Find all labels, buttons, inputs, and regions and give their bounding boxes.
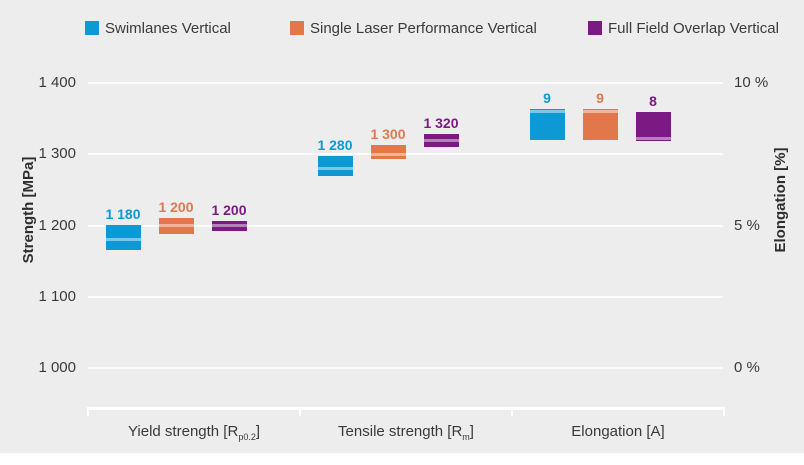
bar-mean-line <box>635 137 671 141</box>
x-axis-tick <box>511 407 513 416</box>
x-axis-tick <box>299 407 301 416</box>
legend-swatch-blue-icon <box>85 21 99 35</box>
data-bar-full-cat1 <box>211 220 247 232</box>
right-axis-tick-label: 10 % <box>734 74 769 91</box>
bar-value-label: 1 280 <box>317 137 353 154</box>
bar-value-label: 9 <box>543 89 551 106</box>
legend-label-single-laser: Single Laser Performance Vertical <box>310 19 537 37</box>
x-axis-line <box>88 407 724 410</box>
bar-value-label: 1 300 <box>370 125 406 142</box>
left-axis-tick-label: 1 300 <box>38 145 76 163</box>
x-category-label: Elongation [A] <box>571 423 665 440</box>
bar-mean-line <box>423 138 459 142</box>
data-bar-single-cat2 <box>370 144 406 159</box>
data-bar-swimlanes-cat2 <box>317 156 353 176</box>
right-axis-tick-label: 5 % <box>734 216 760 234</box>
bar-mean-line <box>158 224 194 227</box>
bar-mean-line <box>582 110 618 113</box>
x-category-label: Tensile strength [Rm] <box>338 423 474 442</box>
data-bar-full-cat3 <box>635 111 671 142</box>
gridline <box>88 367 723 369</box>
legend-label-full-field: Full Field Overlap Vertical <box>608 19 779 37</box>
legend-item-swimlanes: Swimlanes Vertical <box>85 19 231 37</box>
right-axis-tick-label: 0 % <box>734 359 760 376</box>
legend-swatch-purple-icon <box>588 21 602 35</box>
data-bar-single-cat1 <box>158 218 194 235</box>
bar-mean-line <box>211 224 247 227</box>
data-bar-full-cat2 <box>423 133 459 148</box>
x-axis-tick <box>87 407 89 416</box>
legend-item-single-laser: Single Laser Performance Vertical <box>290 19 537 37</box>
left-axis-tick-label: 1 000 <box>38 359 76 376</box>
data-bar-swimlanes-cat1 <box>105 224 141 251</box>
bar-mean-line <box>317 167 353 170</box>
data-bar-swimlanes-cat3 <box>529 108 565 140</box>
bar-value-label: 9 <box>596 89 604 106</box>
bar-value-label: 1 200 <box>211 201 247 218</box>
bar-mean-line <box>370 152 406 156</box>
left-axis-tick-label: 1 100 <box>38 287 76 305</box>
legend-swatch-orange-icon <box>290 21 304 35</box>
bar-mean-line <box>529 110 565 113</box>
bar-value-label: 1 200 <box>158 199 194 216</box>
gridline <box>88 224 723 227</box>
gridline <box>88 153 723 156</box>
bar-value-label: 8 <box>649 92 657 109</box>
gridline <box>88 82 723 84</box>
legend-label-swimlanes: Swimlanes Vertical <box>105 19 231 37</box>
bar-mean-line <box>105 238 141 242</box>
bar-value-label: 1 320 <box>423 114 459 131</box>
x-category-label: Yield strength [Rp0.2] <box>127 423 261 442</box>
bar-value-label: 1 180 <box>105 205 141 222</box>
left-axis-tick-label: 1 200 <box>38 216 76 234</box>
legend-item-full-field: Full Field Overlap Vertical <box>588 19 779 37</box>
right-axis-title: Elongation [%] <box>772 147 789 253</box>
left-axis-tick-label: 1 400 <box>38 74 76 91</box>
data-bar-single-cat3 <box>582 108 618 140</box>
x-axis-tick <box>723 407 725 416</box>
gridline <box>88 295 723 298</box>
